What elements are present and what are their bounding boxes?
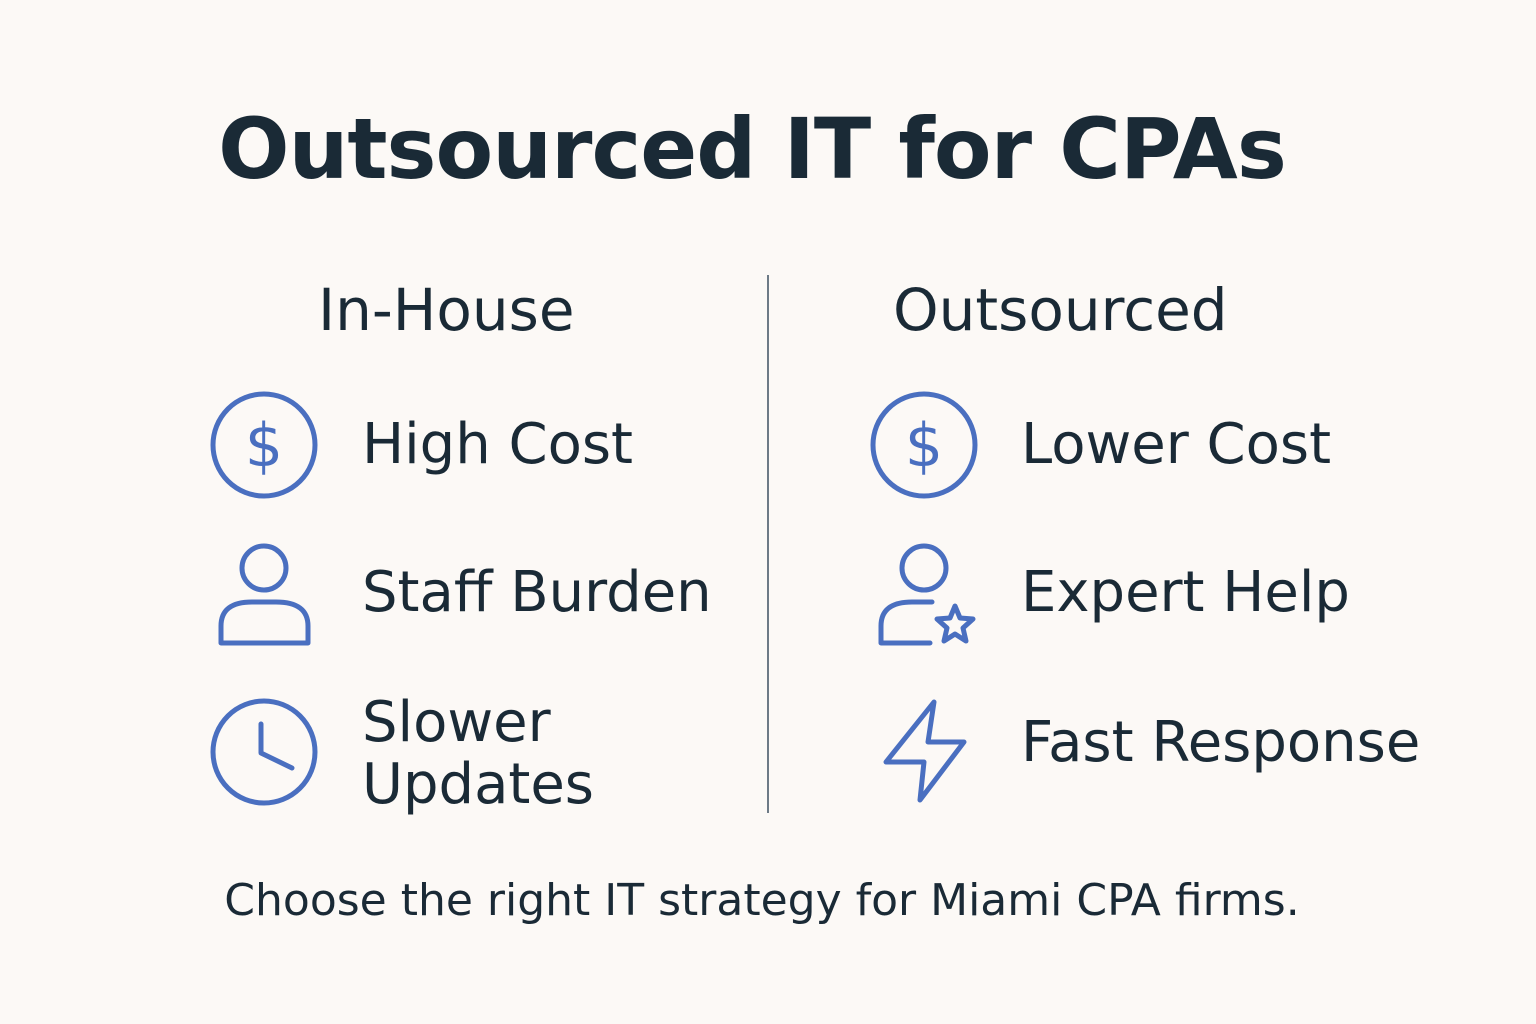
item-label-high-cost: High Cost (362, 412, 634, 477)
svg-text:$: $ (905, 411, 943, 481)
item-label-line: Slower (362, 690, 551, 755)
person-star-icon (868, 540, 980, 652)
item-label-lower-cost: Lower Cost (1021, 412, 1332, 477)
item-label-fast-response: Fast Response (1021, 710, 1421, 775)
column-divider (767, 275, 769, 813)
outsourced-heading: Outsourced (893, 276, 1228, 344)
dollar-circle-icon: $ (868, 390, 980, 502)
clock-icon (208, 696, 320, 808)
footer-tagline: Choose the right IT strategy for Miami C… (224, 875, 1300, 926)
person-icon (208, 540, 320, 652)
item-label-slower-updates: Slower Updates (362, 692, 594, 816)
page-title: Outsourced IT for CPAs (218, 100, 1287, 198)
lightning-icon (868, 698, 980, 810)
svg-text:$: $ (245, 411, 283, 481)
item-label-staff-burden: Staff Burden (362, 560, 712, 625)
in-house-heading: In-House (318, 276, 575, 344)
item-label-line: Updates (362, 752, 594, 817)
item-label-expert-help: Expert Help (1021, 560, 1350, 625)
dollar-circle-icon: $ (208, 390, 320, 502)
